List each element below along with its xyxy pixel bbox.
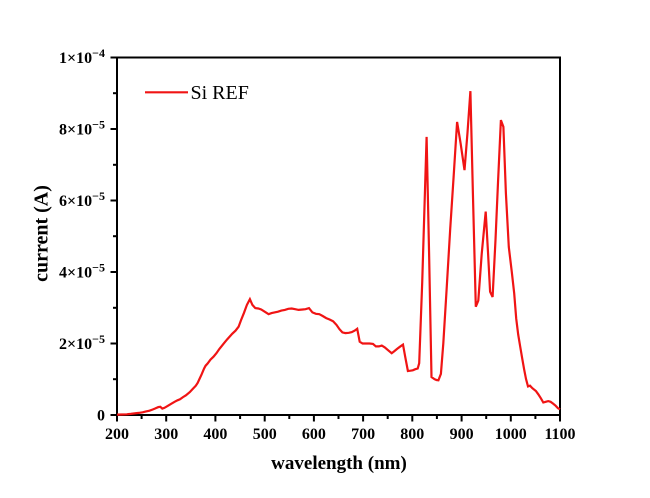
svg-text:200: 200 — [105, 426, 129, 443]
svg-text:400: 400 — [203, 426, 227, 443]
svg-text:0: 0 — [97, 408, 105, 425]
svg-text:300: 300 — [154, 426, 178, 443]
svg-text:Si REF: Si REF — [191, 82, 249, 104]
svg-text:1000: 1000 — [495, 426, 527, 443]
svg-text:wavelength (nm): wavelength (nm) — [271, 453, 407, 474]
svg-text:1100: 1100 — [544, 426, 575, 443]
svg-text:800: 800 — [400, 426, 424, 443]
svg-text:current (A): current (A) — [31, 185, 53, 282]
svg-text:900: 900 — [450, 426, 474, 443]
svg-text:500: 500 — [253, 426, 277, 443]
svg-text:600: 600 — [302, 426, 326, 443]
svg-text:700: 700 — [351, 426, 375, 443]
